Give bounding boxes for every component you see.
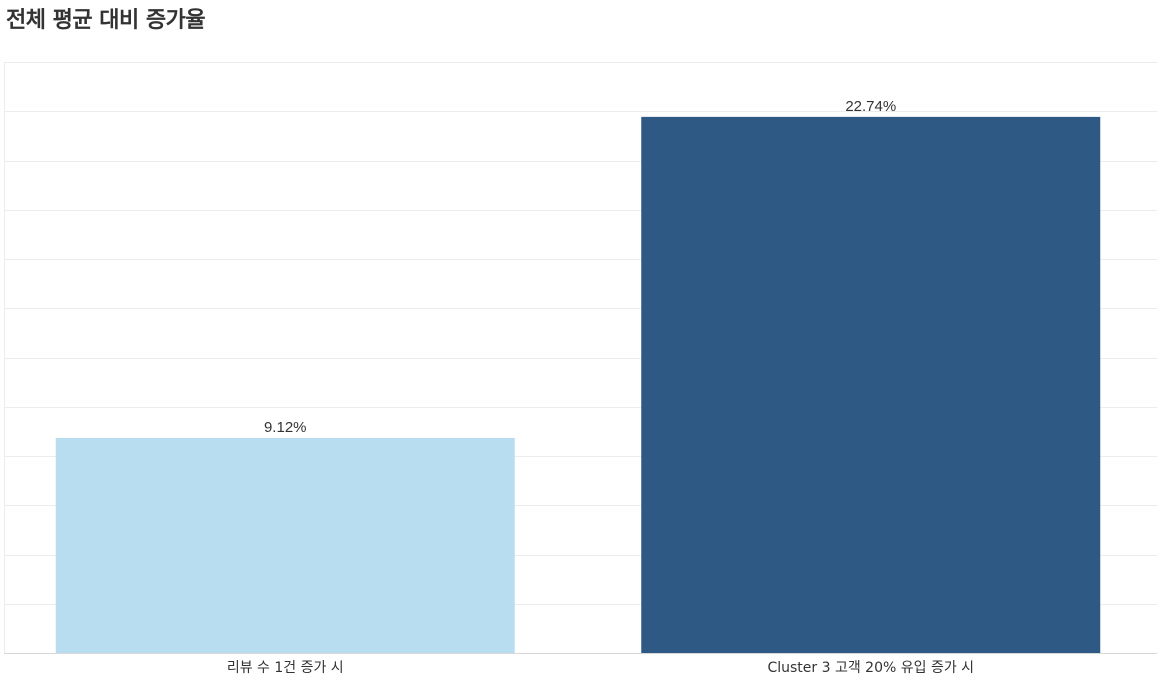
category-label-1: 리뷰 수 1건 증가 시 <box>227 660 344 676</box>
bar-1[interactable] <box>55 437 515 653</box>
data-labels: 9.12% 22.74% <box>264 98 896 436</box>
bars <box>55 116 1101 653</box>
bar-2[interactable] <box>641 116 1101 653</box>
chart-title: 전체 평균 대비 증가율 <box>6 8 206 33</box>
category-label-2: Cluster 3 고객 20% 유입 증가 시 <box>767 660 974 676</box>
data-label-1: 9.12% <box>264 419 307 436</box>
category-tick-labels: 리뷰 수 1건 증가 시 Cluster 3 고객 20% 유입 증가 시 <box>227 660 974 676</box>
data-label-2: 22.74% <box>845 98 896 115</box>
